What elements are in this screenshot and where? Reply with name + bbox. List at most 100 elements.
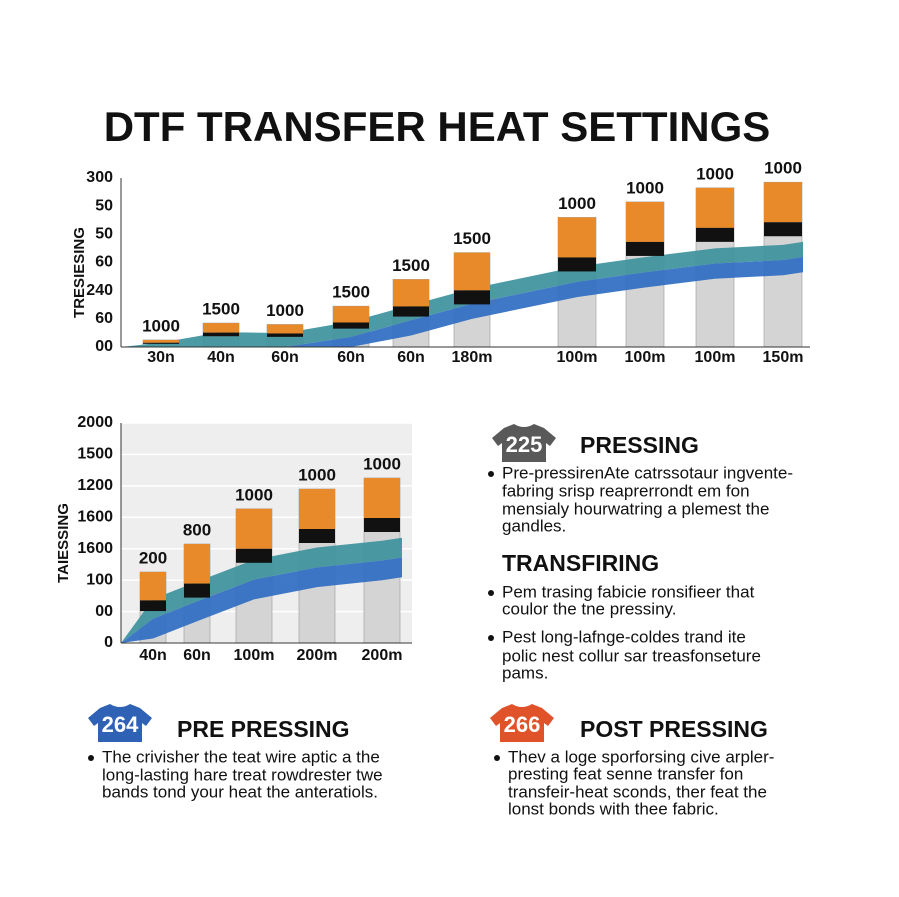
bullet-text: Pest long-lafnge-coldes trand ite	[502, 627, 746, 646]
bar-stripe	[454, 290, 490, 305]
y-tick-label: 50	[95, 226, 113, 243]
bar-cap	[454, 252, 490, 291]
bullet-text: transfeir-heat sconds, ther feat the	[508, 782, 767, 801]
bullet-text: pams.	[502, 663, 548, 682]
bullet-text: bands tond your heat the anteratiols.	[102, 782, 378, 801]
x-tick-label: 100m	[695, 349, 736, 366]
bullet-text: The crivisher the teat wire aptic a the	[102, 747, 380, 766]
trend-band	[121, 537, 402, 643]
bar-cap	[203, 323, 239, 333]
bar-stripe	[696, 227, 734, 242]
y-tick-label: 00	[95, 603, 113, 620]
bar-cap	[333, 306, 369, 323]
bar-label: 1000	[298, 465, 336, 484]
bar-cap	[267, 324, 303, 334]
trend-band	[121, 557, 402, 643]
bar-label: 1000	[558, 194, 596, 213]
bar-stripe	[267, 333, 303, 337]
shirt-icon	[88, 704, 152, 742]
y-tick-label: 1600	[77, 509, 113, 526]
section-heading: PRE PRESSING	[177, 716, 350, 742]
bar-cap	[140, 571, 166, 601]
y-tick-label: 00	[95, 338, 113, 355]
bullet-dot	[488, 590, 494, 596]
x-tick-label: 60n	[397, 349, 425, 366]
bar-cap	[236, 508, 272, 549]
x-tick-label: 100m	[557, 349, 598, 366]
bar-cap	[364, 478, 400, 518]
bar-label: 800	[183, 520, 211, 539]
shirt-icon	[492, 424, 556, 462]
y-tick-label: 0	[104, 634, 113, 651]
section-heading: PRESSING	[580, 432, 699, 458]
y-tick-label: 1600	[77, 540, 113, 557]
badge-number: 225	[506, 432, 543, 457]
bullet-text: Thev a loge sporforsing cive arpler-	[508, 747, 774, 766]
bar-label: 1500	[202, 300, 240, 319]
bullet-text: gandles.	[502, 516, 566, 535]
bullet-text: presting feat senne transfer fon	[508, 764, 743, 783]
bar-label: 1500	[332, 283, 370, 302]
bar-label: 1000	[235, 485, 273, 504]
bar-label: 1000	[266, 301, 304, 320]
bar-cap	[184, 544, 210, 584]
y-tick-label: 50	[95, 197, 113, 214]
bar-stripe	[393, 306, 429, 317]
bullet-dot	[88, 755, 94, 761]
x-tick-label: 150m	[763, 349, 804, 366]
bar-stripe	[184, 583, 210, 598]
x-tick-label: 200m	[297, 647, 338, 664]
title: DTF TRANSFER HEAT SETTINGS	[104, 103, 771, 150]
x-tick-label: 30n	[147, 349, 175, 366]
bullet-text: lonst bonds with thee fabric.	[508, 799, 719, 818]
bar-label: 1500	[392, 256, 430, 275]
x-tick-label: 60n	[271, 349, 299, 366]
bar-label: 1000	[363, 454, 401, 473]
y-axis-label: TRESIESING	[71, 227, 88, 318]
badge-number: 266	[504, 712, 541, 737]
badge-number: 264	[102, 712, 139, 737]
bar-stripe	[626, 241, 664, 256]
bar-stripe	[143, 342, 179, 344]
y-tick-label: 1200	[77, 477, 113, 494]
bullet-text: coulor the tne pressiny.	[502, 599, 677, 618]
bullet-dot	[494, 755, 500, 761]
x-tick-label: 60n	[337, 349, 365, 366]
y-tick-label: 300	[86, 169, 113, 186]
x-tick-label: 180m	[452, 349, 493, 366]
bar-cap	[558, 217, 596, 258]
bar-stripe	[203, 332, 239, 337]
bar-cap	[143, 339, 179, 343]
bar-label: 1000	[696, 164, 734, 183]
section-heading: POST PRESSING	[580, 716, 768, 742]
bullet-text: Pem trasing fabicie ronsifieer that	[502, 582, 755, 601]
x-tick-label: 40n	[207, 349, 235, 366]
bar-label: 1000	[764, 159, 802, 178]
bar-cap	[393, 279, 429, 307]
bar-stripe	[299, 529, 335, 543]
bar-cap	[696, 187, 734, 228]
x-tick-label: 100m	[234, 647, 275, 664]
bar-stripe	[333, 322, 369, 329]
bullet-text: mensialy hourwatring a plemest the	[502, 499, 769, 518]
bar-cap	[299, 489, 335, 529]
y-tick-label: 60	[95, 254, 113, 271]
y-tick-label: 100	[86, 571, 113, 588]
trend-band	[121, 257, 803, 347]
y-tick-label: 2000	[77, 414, 113, 431]
bar-cap	[764, 182, 802, 223]
bar-stripe	[764, 222, 802, 237]
bullet-text: long-lasting hare treat rowdrester twe	[102, 765, 383, 784]
y-tick-label: 60	[95, 310, 113, 327]
bullet-text: Pre-pressirenAte catrssotaur ingvente-	[502, 463, 793, 482]
bar-stripe	[140, 600, 166, 612]
bullet-dot	[488, 635, 494, 641]
bar-stripe	[364, 518, 400, 532]
bar-label: 1000	[626, 178, 664, 197]
section-heading: TRANSFIRING	[502, 550, 659, 576]
x-tick-label: 40n	[139, 647, 167, 664]
bar-label: 1000	[142, 316, 180, 335]
bullet-dot	[488, 471, 494, 477]
bar-stripe	[236, 548, 272, 563]
